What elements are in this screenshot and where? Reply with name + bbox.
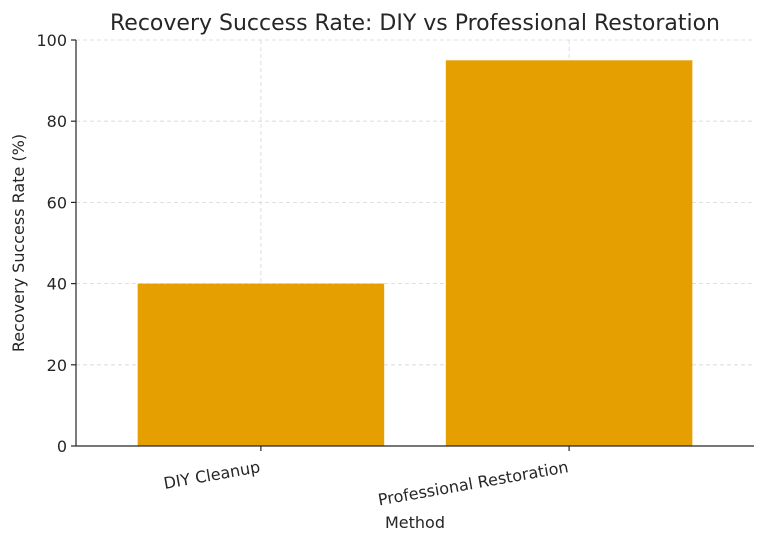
y-tick-label: 20 xyxy=(47,356,67,375)
bars xyxy=(137,60,693,447)
y-tick-label: 80 xyxy=(47,112,67,131)
x-axis-label: Method xyxy=(385,513,445,532)
x-ticks: DIY Cleanup Professional Restoration xyxy=(162,446,570,509)
y-axis-label: Recovery Success Rate (%) xyxy=(9,134,28,352)
chart-title: Recovery Success Rate: DIY vs Profession… xyxy=(110,11,720,36)
y-tick-label: 0 xyxy=(57,437,67,456)
y-ticks: 0 20 40 60 80 100 xyxy=(36,31,76,456)
bar-professional-restoration xyxy=(445,60,693,447)
x-tick-label: DIY Cleanup xyxy=(162,457,261,493)
axes xyxy=(75,40,754,447)
y-tick-label: 100 xyxy=(36,31,67,50)
bar-diy-cleanup xyxy=(137,283,385,446)
y-tick-label: 60 xyxy=(47,193,67,212)
y-tick-label: 40 xyxy=(47,275,67,294)
x-tick-label: Professional Restoration xyxy=(376,457,569,509)
